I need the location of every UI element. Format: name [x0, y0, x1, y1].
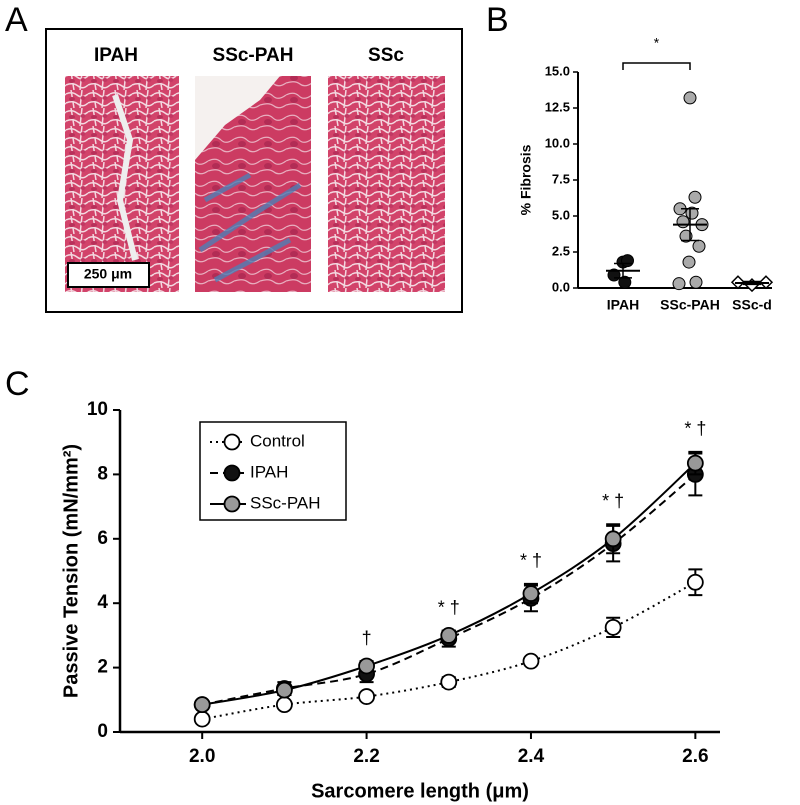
histology-image: [195, 76, 311, 292]
annotation: * †: [520, 551, 542, 571]
point: [440, 673, 458, 691]
point: [686, 454, 704, 472]
point: [679, 229, 693, 243]
histology-detail: [112, 94, 138, 261]
point: [692, 239, 706, 253]
legend-marker: [223, 495, 241, 513]
y-tick-label: 8: [97, 463, 108, 484]
point: [672, 277, 686, 291]
significance-bracket: [622, 62, 691, 70]
x-tick-label: SSc-d: [732, 297, 772, 313]
point: [193, 696, 211, 714]
y-tick-label: 12.5: [545, 99, 570, 114]
point: [689, 275, 703, 289]
scale-bar-label: 250 μm: [84, 266, 132, 282]
point: [440, 627, 458, 644]
point: [358, 688, 375, 705]
y-tick-label: 10: [87, 399, 108, 420]
point: [358, 657, 375, 675]
y-tick-label: 2: [97, 657, 108, 678]
panel-label: A: [5, 1, 28, 39]
sem-bar: [614, 262, 632, 279]
point: [604, 618, 622, 636]
x-tick-label: 2.4: [518, 746, 545, 767]
legend-marker: [223, 464, 241, 482]
annotation: * †: [684, 419, 706, 439]
point: [686, 573, 704, 591]
y-tick-label: 6: [97, 528, 108, 549]
legend-label: SSc-PAH: [250, 493, 321, 512]
image-title: IPAH: [94, 45, 138, 66]
scale-bar: [67, 262, 150, 288]
image-frame: [45, 28, 463, 313]
sem-bar: [743, 280, 761, 286]
point: [618, 275, 632, 289]
y-tick-label: 0: [97, 721, 108, 742]
x-tick-label: 2.6: [682, 746, 708, 767]
x-tick-label: IPAH: [607, 297, 639, 313]
point: [275, 696, 293, 714]
panel-label: C: [5, 365, 30, 403]
y-tick-label: 5.0: [552, 207, 570, 222]
y-axis-label: Passive Tension (mN/mm²): [60, 444, 82, 698]
legend-marker: [223, 433, 241, 451]
image-title: SSc: [368, 45, 404, 66]
point: [604, 530, 622, 548]
point: [193, 710, 211, 728]
y-tick-label: 15.0: [545, 63, 570, 78]
point: [275, 681, 293, 699]
annotation: †: [362, 628, 372, 648]
x-tick-label: 2.2: [353, 746, 379, 767]
y-tick-label: 7.5: [552, 171, 570, 186]
annotation: * †: [602, 491, 624, 511]
y-tick-label: 2.5: [552, 243, 570, 258]
x-tick-label: SSc-PAH: [660, 297, 720, 313]
point: [682, 255, 696, 269]
legend-label: Control: [250, 431, 305, 450]
y-axis-label: % Fibrosis: [518, 144, 534, 215]
histology-image: [328, 76, 445, 292]
point: [522, 585, 540, 602]
y-tick-label: 4: [97, 592, 108, 613]
point: [683, 91, 697, 105]
legend-label: IPAH: [250, 462, 288, 481]
sem-bar: [681, 208, 699, 242]
significance-label: *: [654, 35, 660, 51]
y-tick-label: 10.0: [545, 135, 570, 150]
point: [688, 190, 702, 204]
panel-label: B: [486, 1, 509, 39]
point: [676, 215, 690, 229]
image-title: SSc-PAH: [213, 45, 294, 66]
point: [685, 206, 699, 220]
y-tick-label: 0.0: [552, 279, 570, 294]
point: [522, 652, 540, 670]
annotation: * †: [438, 597, 460, 617]
x-axis-label: Sarcomere length (μm): [311, 780, 529, 802]
x-tick-label: 2.0: [189, 746, 215, 767]
